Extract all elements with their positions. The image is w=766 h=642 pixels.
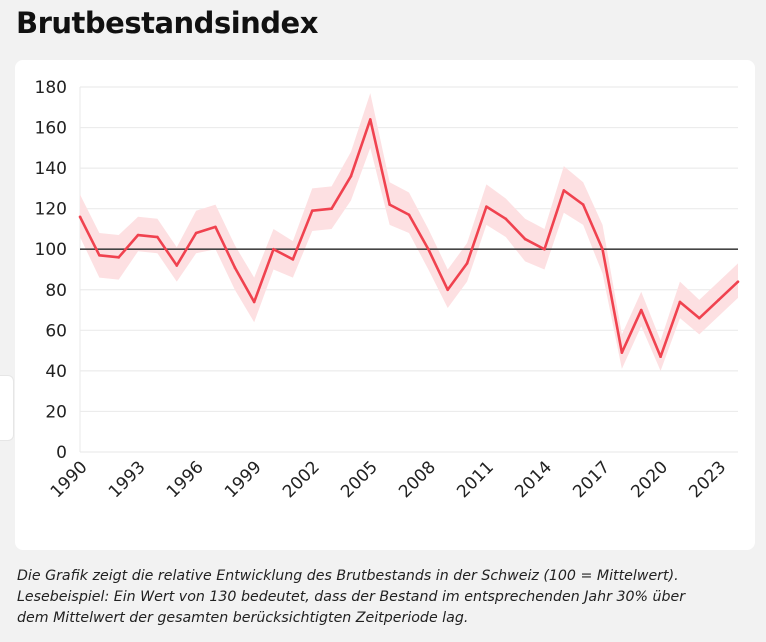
data-point bbox=[639, 308, 643, 312]
data-point bbox=[117, 256, 121, 259]
data-point bbox=[233, 266, 237, 269]
x-tick-label: 2005 bbox=[337, 457, 382, 502]
data-point bbox=[581, 203, 585, 206]
data-point bbox=[156, 235, 159, 239]
data-point bbox=[388, 203, 391, 206]
data-point bbox=[523, 237, 527, 241]
data-point bbox=[368, 118, 372, 121]
y-tick-label: 100 bbox=[35, 240, 67, 260]
data-point bbox=[465, 262, 469, 265]
data-point bbox=[659, 355, 662, 358]
y-tick-label: 180 bbox=[35, 78, 67, 98]
y-tick-label: 60 bbox=[45, 321, 67, 341]
data-point bbox=[349, 174, 353, 178]
x-tick-label: 1990 bbox=[47, 457, 92, 502]
data-point bbox=[601, 247, 604, 251]
caption-line: Die Grafik zeigt die relative Entwicklun… bbox=[17, 568, 679, 584]
data-point bbox=[310, 209, 314, 212]
confidence-band bbox=[80, 93, 738, 371]
x-tick-label: 2011 bbox=[453, 457, 498, 502]
data-point bbox=[717, 298, 720, 302]
y-tick-label: 40 bbox=[45, 362, 67, 382]
data-point bbox=[330, 207, 333, 210]
data-point bbox=[620, 351, 624, 354]
y-tick-label: 160 bbox=[35, 119, 67, 139]
data-point bbox=[252, 300, 256, 304]
y-tick-label: 0 bbox=[56, 443, 67, 463]
x-tick-label: 2008 bbox=[395, 457, 440, 502]
line-chart: 0 20 40 60 80 100 120 140 160 180 1990 1993 1996 1999… bbox=[35, 78, 740, 502]
y-tick-label: 140 bbox=[35, 159, 67, 179]
x-tick-label: 2023 bbox=[685, 457, 730, 502]
x-tick-label: 2002 bbox=[279, 457, 324, 502]
x-tick-label: 2017 bbox=[569, 457, 614, 502]
page-title: Brutbestandsindex bbox=[16, 6, 318, 40]
data-point bbox=[272, 247, 275, 251]
data-point bbox=[736, 280, 740, 283]
data-point bbox=[175, 264, 179, 267]
data-point bbox=[697, 316, 701, 320]
chart-card: 0 20 40 60 80 100 120 140 160 180 1990 1993 1996 1999… bbox=[15, 60, 755, 550]
data-point bbox=[407, 213, 411, 217]
data-point bbox=[291, 258, 295, 261]
caption-line: Lesebeispiel: Ein Wert von 130 bedeutet,… bbox=[17, 589, 686, 605]
data-point bbox=[98, 254, 101, 257]
data-point bbox=[136, 233, 140, 237]
x-tick-label: 1993 bbox=[105, 457, 150, 502]
data-point bbox=[214, 225, 217, 229]
chart-caption: Die Grafik zeigt die relative Entwicklun… bbox=[17, 566, 757, 629]
data-point bbox=[678, 300, 682, 304]
y-tick-label: 120 bbox=[35, 200, 67, 220]
side-tab-handle[interactable] bbox=[0, 375, 14, 441]
x-tick-label: 1999 bbox=[221, 457, 266, 502]
x-tick-label: 2014 bbox=[511, 457, 556, 502]
data-point bbox=[504, 217, 508, 221]
data-point bbox=[446, 288, 450, 292]
x-tick-label: 2020 bbox=[627, 457, 672, 502]
data-point bbox=[78, 215, 82, 219]
data-point bbox=[562, 189, 566, 192]
data-point bbox=[485, 205, 488, 208]
y-tick-label: 20 bbox=[45, 402, 67, 422]
y-tick-label: 80 bbox=[45, 281, 67, 301]
x-tick-label: 1996 bbox=[163, 457, 208, 502]
data-point bbox=[543, 247, 546, 251]
caption-line: dem Mittelwert der gesamten berücksichti… bbox=[17, 610, 469, 626]
data-point bbox=[427, 247, 430, 251]
data-point bbox=[194, 231, 198, 235]
